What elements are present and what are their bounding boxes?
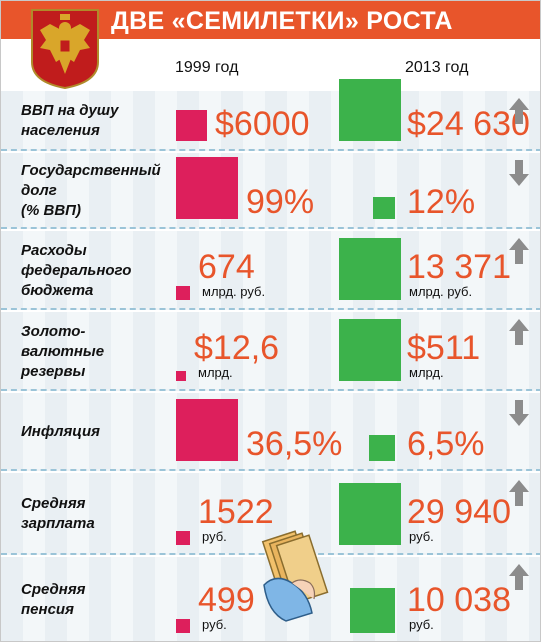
- row-label: Инфляция: [21, 423, 100, 440]
- year-1999-header: 1999 год: [175, 59, 239, 76]
- value-2013: 29 940: [407, 493, 511, 531]
- page-title: ДВЕ «СЕМИЛЕТКИ» РОСТА: [111, 7, 453, 35]
- bar-2013: [373, 197, 395, 219]
- row-label: ВВП на душу населения: [21, 102, 119, 139]
- unit-2013: руб.: [409, 617, 434, 632]
- row-label: Средняя пенсия: [21, 581, 86, 618]
- value-1999: 99%: [246, 183, 315, 221]
- value-1999: 674: [198, 248, 255, 286]
- row-label: Расходы федерального бюджета: [21, 242, 132, 299]
- bar-1999: [176, 399, 238, 461]
- indicator-row: Инфляция 36,5% 6,5%: [1, 393, 540, 471]
- bar-2013: [339, 238, 401, 300]
- value-2013: 13 371: [407, 248, 511, 286]
- indicator-row: Государственный долг (% ВВП) 99% 12%: [1, 153, 540, 229]
- unit-1999: млрд.: [198, 365, 233, 380]
- unit-1999: руб.: [202, 529, 227, 544]
- bar-2013: [369, 435, 395, 461]
- bar-2013: [339, 483, 401, 545]
- row-background: [1, 153, 540, 227]
- value-1999: $6000: [215, 105, 310, 143]
- indicator-row: Золото- валютные резервы $12,6 млрд. $511 мл…: [1, 312, 540, 391]
- value-1999: $12,6: [194, 329, 280, 367]
- value-1999: 36,5%: [246, 425, 343, 463]
- value-2013: 12%: [407, 183, 476, 221]
- row-label: Золото- валютные резервы: [21, 323, 105, 380]
- arrow-up-icon: [509, 98, 529, 124]
- row-background: [1, 91, 540, 149]
- value-2013: $24 630: [407, 105, 530, 143]
- value-2013: 10 038: [407, 581, 511, 619]
- bar-1999: [176, 619, 190, 633]
- row-label: Государственный долг (% ВВП): [21, 162, 161, 219]
- indicator-row: ВВП на душу населения $6000 $24 630: [1, 79, 540, 151]
- value-2013: 6,5%: [407, 425, 485, 463]
- value-2013: $511: [407, 329, 481, 367]
- bar-1999: [176, 157, 238, 219]
- unit-2013: млрд. руб.: [409, 284, 473, 299]
- unit-1999: руб.: [202, 617, 227, 632]
- arrow-up-icon: [509, 564, 529, 590]
- arrow-up-icon: [509, 238, 529, 264]
- value-1999: 499: [198, 581, 255, 619]
- bar-2013: [339, 79, 401, 141]
- unit-1999: млрд. руб.: [202, 284, 266, 299]
- unit-2013: руб.: [409, 529, 434, 544]
- arrow-up-icon: [509, 319, 529, 345]
- bar-1999: [176, 286, 190, 300]
- unit-2013: млрд.: [409, 365, 444, 380]
- bar-2013: [350, 588, 395, 633]
- bar-1999: [176, 371, 186, 381]
- indicator-row: Расходы федерального бюджета 674 млрд. руб…: [1, 231, 540, 310]
- arrow-down-icon: [509, 160, 529, 186]
- bar-1999: [176, 531, 190, 545]
- coat-of-arms-emblem: [31, 9, 99, 90]
- money-hand-illustration: [261, 530, 329, 622]
- row-background: [1, 393, 540, 469]
- year-2013-header: 2013 год: [405, 59, 469, 76]
- row-background: [1, 231, 540, 308]
- value-1999: 1522: [198, 493, 274, 531]
- bar-2013: [339, 319, 401, 381]
- arrow-up-icon: [509, 480, 529, 506]
- row-label: Средняя зарплата: [21, 495, 95, 532]
- row-background: [1, 312, 540, 389]
- arrow-down-icon: [509, 400, 529, 426]
- bar-1999: [176, 110, 207, 141]
